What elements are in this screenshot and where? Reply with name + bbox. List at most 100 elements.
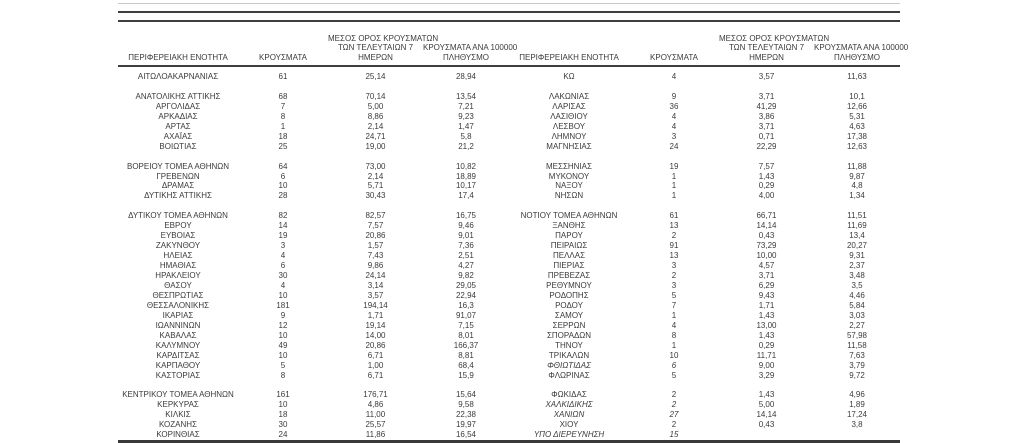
avg7-cell: 2,14: [367, 171, 384, 181]
avg7-cell: 70,14: [365, 91, 386, 101]
avg7-cell: 73,00: [365, 161, 386, 171]
cases-cell: 82: [278, 211, 288, 221]
region-cell: ΛΑΡΙΣΑΣ: [552, 101, 586, 111]
cases-cell: 3: [671, 261, 677, 271]
table-row: ΖΑΚΥΝΘΟΥ 3 1,57 7,36 ΠΕΙΡΑΙΩΣ 91 73,29 20,27: [118, 241, 900, 251]
cases-cell: 4: [671, 121, 677, 131]
per100k-cell: 166,37: [453, 340, 479, 350]
cases-cell: 10: [278, 181, 288, 191]
cases-cell: 2: [671, 400, 677, 410]
avg7-cell: 1,57: [367, 241, 384, 251]
cases-cell: 6: [280, 261, 286, 271]
region-cell: ΑΙΤΩΛΟΑΚΑΡΝΑΝΙΑΣ: [137, 72, 219, 81]
per100k-cell: 17,38: [846, 131, 868, 141]
top-light-rule: [118, 3, 900, 4]
avg7-cell: 4,86: [367, 400, 384, 410]
per100k-cell: 16,3: [458, 300, 474, 310]
region-cell: ΒΟΙΩΤΙΑΣ: [159, 141, 197, 151]
region-cell: ΥΠΟ ΔΙΕΡΕΥΝΗΣΗ: [533, 430, 605, 440]
per100k-cell: [814, 201, 900, 211]
cases-cell: 30: [278, 420, 288, 430]
cases-cell: 12: [278, 320, 288, 330]
avg7-cell: 25,14: [365, 72, 386, 81]
cases-cell: 64: [278, 161, 288, 171]
cases-table: ΠΕΡΙΦΕΡΕΙΑΚΗ ΕΝΟΤΗΤΑ ΚΡΟΥΣΜΑΤΑ ΜΕΣΟΣ ΟΡΟ…: [118, 22, 908, 440]
per100k-cell: 1,89: [849, 400, 865, 410]
table-row: ΒΟΡΕΙΟΥ ΤΟΜΕΑ ΑΘΗΝΩΝ 64 73,00 10,82 ΜΕΣΣΗΝΙΑ…: [118, 162, 900, 172]
avg7-cell: 7,57: [758, 161, 775, 171]
table-row: ΚΑΛΥΜΝΟΥ 49 20,86 166,37 ΤΗΝΟΥ 1 0,29 11,58: [118, 341, 900, 351]
spacer-row: [118, 82, 900, 92]
table-row: ΘΕΣΣΑΛΟΝΙΚΗΣ 181 194,14 16,3 ΡΟΔΟΥ 7 1,71 5,84: [118, 301, 900, 311]
per100k-cell: 2,51: [458, 251, 474, 261]
region-cell: ΝΟΤΙΟΥ ΤΟΜΕΑ ΑΘΗΝΩΝ: [520, 211, 618, 221]
cases-cell: 18: [278, 410, 288, 420]
table-row: ΚΕΡΚΥΡΑΣ 10 4,86 9,58 ΧΑΛΚΙΔΙΚΗΣ 2 5,00 1,89: [118, 400, 900, 410]
cases-cell: 18: [278, 131, 288, 141]
per100k-cell: 10,82: [455, 161, 477, 171]
region-cell: ΛΑΣΙΘΙΟΥ: [550, 111, 588, 121]
cases-cell: 14: [278, 221, 288, 231]
avg7-cell: [719, 381, 814, 391]
cases-cell: [238, 381, 328, 391]
cases-cell: 9: [671, 91, 677, 101]
avg7-cell: [328, 82, 423, 92]
per100k-cell: 9,82: [458, 271, 474, 281]
avg7-cell: 22,29: [756, 141, 777, 151]
avg7-cell: [719, 82, 814, 92]
cases-cell: [629, 152, 719, 162]
avg7-cell: 30,43: [365, 191, 386, 201]
avg7-cell: 3,29: [758, 370, 775, 380]
avg7-cell: 194,14: [363, 300, 388, 310]
avg7-cell: 1,71: [758, 300, 775, 310]
header-cases-right: ΚΡΟΥΣΜΑΤΑ: [629, 22, 719, 67]
region-cell: ΡΟΔΟΥ: [555, 300, 583, 310]
header-region-right: ΠΕΡΙΦΕΡΕΙΑΚΗ ΕΝΟΤΗΤΑ: [509, 22, 629, 67]
cases-cell: 49: [278, 340, 288, 350]
cases-cell: 15: [669, 430, 679, 440]
per100k-cell: 3,5: [851, 280, 863, 290]
cases-cell: [238, 82, 328, 92]
table-row: ΙΩΑΝΝΙΝΩΝ 12 19,14 7,15 ΣΕΡΡΩΝ 4 13,00 2,27: [118, 321, 900, 331]
per100k-cell: 13,4: [849, 231, 865, 241]
cases-cell: 4: [671, 320, 677, 330]
region-cell: ΕΥΒΟΙΑΣ: [160, 231, 196, 241]
table-row: ΚΙΛΚΙΣ 18 11,00 22,38 ΧΑΝΙΩΝ 27 14,14 17,24: [118, 410, 900, 420]
per100k-cell: 3,79: [849, 360, 865, 370]
table-header: ΠΕΡΙΦΕΡΕΙΑΚΗ ΕΝΟΤΗΤΑ ΚΡΟΥΣΜΑΤΑ ΜΕΣΟΣ ΟΡΟ…: [118, 22, 908, 67]
cases-cell: 36: [669, 101, 679, 111]
cases-cell: 5: [671, 370, 677, 380]
cases-cell: 10: [278, 350, 288, 360]
per100k-cell: 4,96: [849, 390, 865, 400]
cases-cell: 161: [276, 390, 290, 400]
avg7-cell: [719, 152, 814, 162]
cases-cell: 68: [278, 91, 288, 101]
table-row: ΗΡΑΚΛΕΙΟΥ 30 24,14 9,82 ΠΡΕΒΕΖΑΣ 2 3,71 3,48: [118, 271, 900, 281]
table-row: ΑΡΤΑΣ 1 2,14 1,47 ΛΕΣΒΟΥ 4 3,71 4,63: [118, 122, 900, 132]
per100k-cell: 5,31: [849, 111, 865, 121]
per100k-cell: 22,38: [455, 410, 477, 420]
region-cell: ΦΩΚΙΔΑΣ: [551, 390, 587, 400]
cases-cell: 8: [280, 111, 286, 121]
cases-cell: 19: [278, 231, 288, 241]
cases-cell: 2: [671, 271, 677, 281]
per100k-cell: 16,75: [455, 211, 477, 221]
table-row: ΗΜΑΘΙΑΣ 6 9,86 4,27 ΠΙΕΡΙΑΣ 3 4,57 2,37: [118, 261, 900, 271]
avg7-cell: 24,71: [365, 131, 386, 141]
per100k-cell: 11,58: [847, 340, 867, 350]
top-rule-2: [118, 20, 900, 22]
per100k-cell: 15,64: [455, 390, 477, 400]
avg7-cell: 0,43: [758, 420, 775, 430]
region-cell: ΠΙΕΡΙΑΣ: [553, 261, 585, 271]
region-cell: ΠΡΕΒΕΖΑΣ: [547, 271, 591, 281]
cases-cell: 8: [280, 370, 286, 380]
per100k-cell: 12,63: [846, 141, 868, 151]
region-cell: ΚΑΛΥΜΝΟΥ: [155, 340, 201, 350]
cases-cell: 7: [280, 101, 286, 111]
avg7-cell: [719, 201, 814, 211]
region-cell: ΑΡΚΑΔΙΑΣ: [158, 111, 198, 121]
region-cell: ΛΗΜΝΟΥ: [551, 131, 587, 141]
region-cell: ΚΑΡΠΑΘΟΥ: [155, 360, 201, 370]
cases-cell: 2: [671, 231, 677, 241]
avg7-cell: 73,29: [756, 241, 777, 251]
